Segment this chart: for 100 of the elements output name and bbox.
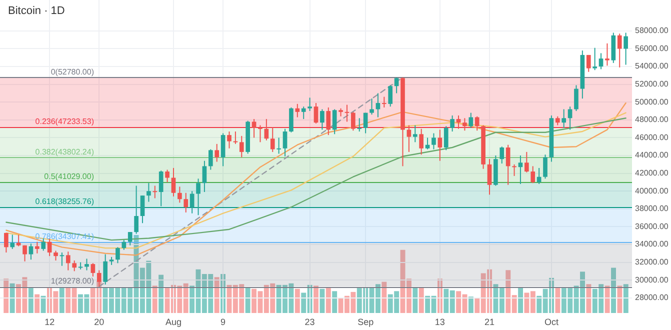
candlestick: [462, 118, 467, 132]
bar: [412, 287, 418, 313]
y-tick-label: 52000.00: [635, 80, 669, 89]
candlestick: [152, 185, 158, 199]
candlestick: [134, 185, 138, 234]
candlestick: [258, 124, 262, 143]
x-tick-label: 23: [304, 316, 315, 327]
candlestick: [456, 114, 461, 130]
candlestick: [220, 132, 226, 167]
candlestick: [308, 97, 312, 112]
candlestick: [128, 232, 132, 246]
text: Bitcoin · 1D: [8, 4, 65, 17]
candlestick: [66, 251, 70, 271]
candlestick: [438, 129, 442, 162]
y-tick-label: 36000.00: [635, 222, 669, 231]
x-tick-label: 20: [94, 316, 104, 327]
candlestick: [233, 130, 238, 144]
candlestick: [562, 108, 566, 128]
candlestick: [301, 106, 306, 120]
candlestick: [487, 158, 492, 196]
candlestick: [506, 144, 510, 186]
candlestick: [202, 160, 207, 192]
candlestick: [357, 118, 362, 132]
candlestick: [624, 32, 628, 66]
y-tick-label: 54000.00: [635, 62, 669, 71]
candlestick: [586, 54, 591, 72]
candlestick: [165, 169, 170, 183]
bar: [214, 277, 220, 313]
candlestick: [406, 124, 412, 152]
ref-line-label: 0(52780.00): [50, 68, 94, 77]
bar: [382, 282, 387, 313]
candlestick: [84, 258, 89, 271]
bar: [586, 284, 592, 313]
candlestick: [60, 252, 64, 266]
candlestick: [276, 137, 281, 154]
y-tick-label: 46000.00: [635, 132, 669, 142]
candlestick: [444, 126, 448, 151]
bar: [4, 278, 9, 313]
y-tick-label: 38000.00: [635, 204, 669, 214]
ref-line-label: 1(29278.00): [50, 276, 94, 286]
ref-line-label: 0.236(47233.53): [35, 116, 94, 126]
candlestick: [450, 114, 454, 132]
bar: [10, 283, 15, 313]
candlestick: [394, 76, 399, 94]
bar: [418, 287, 424, 313]
candlestick: [344, 104, 350, 122]
candlestick: [196, 178, 200, 216]
candlestick: [90, 262, 96, 278]
candlestick: [116, 246, 120, 264]
ref-line-label: 0.382(43802.24): [35, 147, 94, 156]
bar: [518, 287, 524, 313]
x-tick-label: 9: [220, 316, 226, 327]
candlestick: [370, 98, 374, 116]
candlestick: [314, 102, 318, 124]
candlestick: [184, 192, 188, 213]
bar: [623, 284, 628, 313]
candlestick: [543, 154, 548, 180]
candlestick: [500, 146, 504, 164]
bar: [40, 296, 46, 313]
candlestick: [320, 108, 324, 130]
candlestick: [282, 128, 288, 157]
bar: [604, 286, 610, 313]
candlestick: [289, 106, 294, 133]
y-tick-label: 40000.00: [635, 186, 669, 196]
candlestick: [22, 244, 27, 262]
candlestick: [239, 135, 244, 158]
x-tick-label: Aug: [165, 316, 182, 327]
bar: [468, 296, 474, 313]
candlestick: [171, 167, 176, 197]
candlestick: [332, 108, 337, 135]
candlestick: [568, 106, 572, 130]
candlestick: [412, 124, 418, 143]
candlestick: [54, 250, 58, 262]
bar: [314, 286, 318, 313]
y-tick-label: 50000.00: [635, 97, 669, 106]
candlestick: [146, 182, 151, 202]
ref-line-label: 0.5(41029.00): [44, 172, 94, 182]
x-tick-label: 12: [44, 316, 55, 327]
y-tick-label: 30000.00: [635, 275, 669, 284]
candlestick: [605, 42, 610, 66]
x-tick-label: 13: [434, 316, 445, 327]
candlestick: [208, 148, 213, 170]
bar: [611, 268, 616, 313]
candlestick: [214, 143, 220, 162]
x-tick-label: 21: [484, 316, 494, 327]
bar: [158, 274, 164, 313]
candlestick: [468, 112, 474, 128]
bar: [617, 286, 622, 313]
candlestick: [252, 118, 256, 138]
y-tick-label: 28000.00: [635, 293, 669, 302]
candlestick: [295, 103, 300, 118]
y-tick-label: 34000.00: [635, 240, 669, 249]
candlestick: [617, 33, 622, 68]
y-tick-label: 44000.00: [635, 150, 669, 160]
bar: [152, 286, 158, 313]
y-tick-label: 32000.00: [635, 257, 669, 266]
x-tick-label: Oct: [544, 316, 559, 327]
candlestick: [432, 132, 436, 150]
candlestick: [35, 241, 40, 254]
bar: [28, 288, 34, 313]
